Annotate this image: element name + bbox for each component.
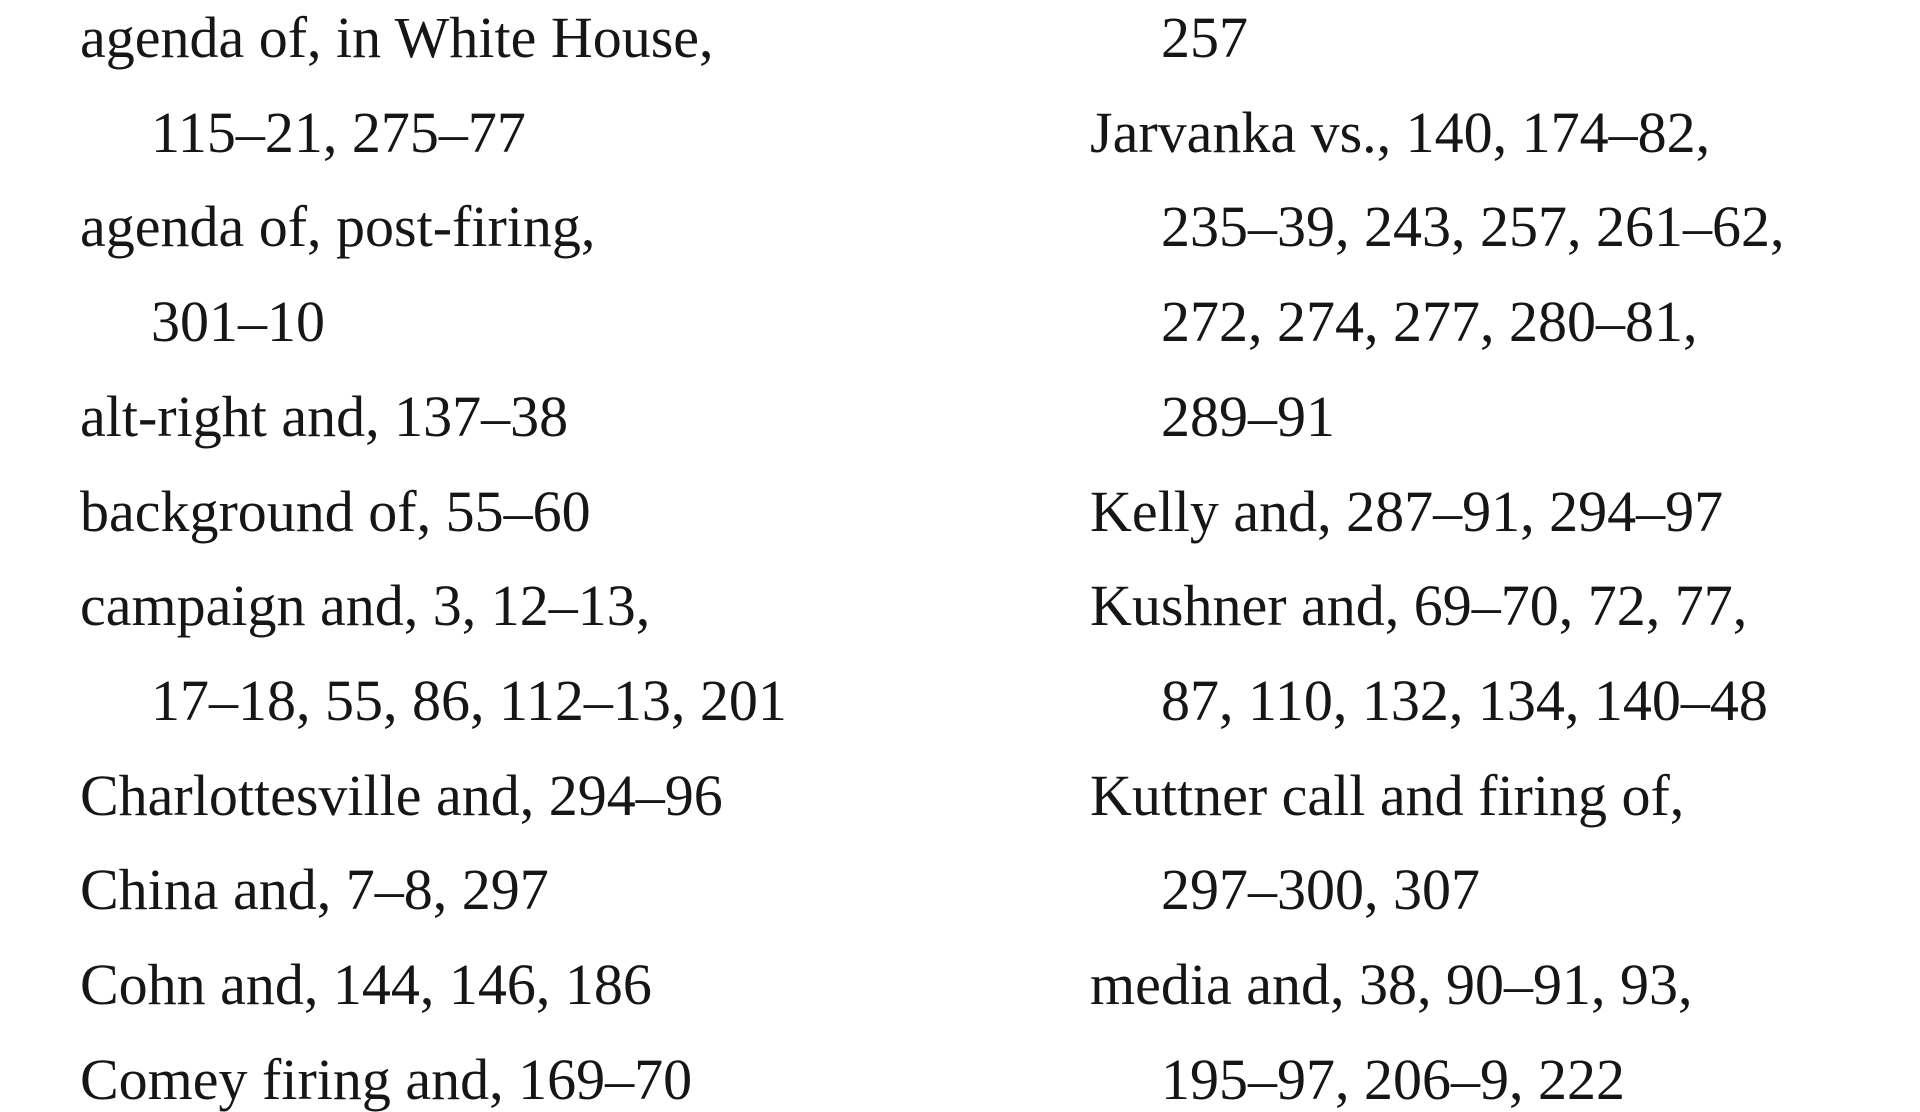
- index-line: media and, 38, 90–91, 93,: [1090, 952, 1693, 1017]
- index-line: Kelly and, 287–91, 294–97: [1090, 478, 1724, 544]
- index-line: 235–39, 243, 257, 261–62,: [1161, 194, 1785, 260]
- index-line: 272, 274, 277, 280–81,: [1161, 289, 1698, 355]
- index-line: Kushner and, 69–70, 72, 77,: [1090, 573, 1748, 639]
- index-line: China and, 7–8, 297: [80, 857, 549, 923]
- index-line: 301–10: [151, 289, 325, 355]
- index-line: Jarvanka vs., 140, 174–82,: [1090, 99, 1711, 165]
- index-line: 87, 110, 132, 134, 140–48: [1161, 667, 1768, 733]
- index-line: Kuttner call and firing of,: [1090, 762, 1685, 828]
- index-line: agenda of, post-firing,: [80, 194, 596, 260]
- index-line: 257: [1161, 5, 1248, 70]
- index-line: Cohn and, 144, 146, 186: [80, 952, 652, 1017]
- index-line: background of, 55–60: [80, 478, 591, 544]
- index-line: 17–18, 55, 86, 112–13, 201: [151, 667, 787, 733]
- index-line: 289–91: [1161, 383, 1335, 449]
- index-line: 115–21, 275–77: [151, 99, 526, 165]
- index-line: campaign and, 3, 12–13,: [80, 573, 651, 639]
- index-line: agenda of, in White House,: [80, 5, 714, 70]
- index-line: 297–300, 307: [1161, 857, 1480, 923]
- index-line: Charlottesville and, 294–96: [80, 762, 723, 828]
- index-page: agenda of, in White House, 115–21, 275–77…: [80, 5, 1785, 1109]
- index-line: alt-right and, 137–38: [80, 383, 569, 449]
